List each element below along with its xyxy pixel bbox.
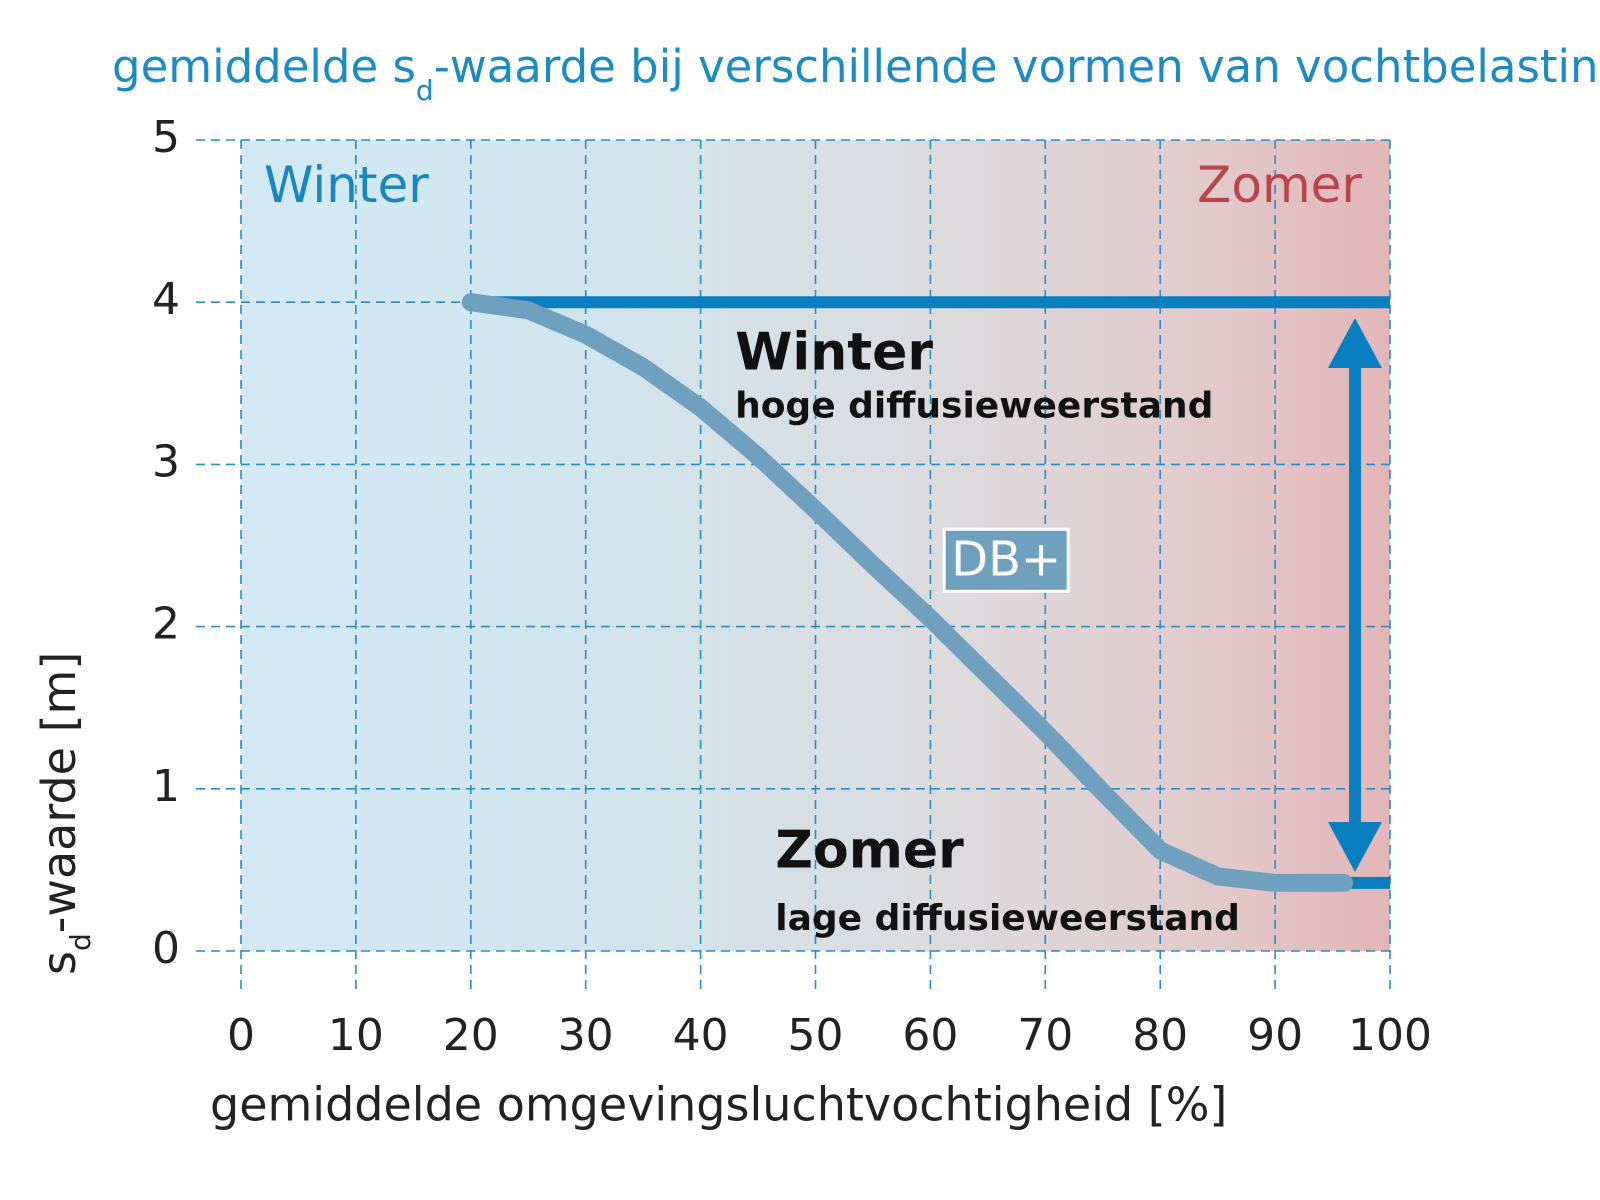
x-tick-label: 90: [1247, 1010, 1303, 1061]
y-label-sub: d: [64, 933, 97, 951]
chart-title: gemiddelde sd-waarde bij verschillende v…: [112, 40, 1600, 107]
curve-line: [461, 293, 1354, 892]
y-tick-label: 4: [152, 274, 180, 325]
x-tick-label: 80: [1132, 1010, 1188, 1061]
x-tick-label: 0: [227, 1010, 255, 1061]
x-tick-label: 40: [673, 1010, 729, 1061]
x-tick-label: 60: [902, 1010, 958, 1061]
annotation-text: lage diffusieweerstand: [775, 898, 1240, 939]
x-tick-label: 70: [1017, 1010, 1073, 1061]
region-label: Zomer: [1197, 156, 1362, 214]
title-part: -waarde bij verschillende vormen van voc…: [434, 40, 1600, 93]
y-tick-label: 0: [152, 923, 180, 974]
x-tick-label: 30: [558, 1010, 614, 1061]
y-tick-label: 2: [152, 599, 180, 650]
title-sub: d: [416, 74, 434, 107]
y-tick-label: 1: [152, 761, 180, 812]
y-tick-label: 5: [152, 112, 180, 163]
annotation-title: Winter: [735, 323, 933, 383]
series-label-box: [942, 527, 1070, 593]
y-label-part: -waarde [m]: [32, 652, 86, 934]
x-tick-label: 100: [1348, 1010, 1432, 1061]
annotation-text: hoge diffusieweerstand: [735, 386, 1213, 427]
y-tick-label: 3: [152, 436, 180, 487]
y-axis-label: sd-waarde [m]: [32, 652, 98, 975]
y-label-part: s: [32, 951, 86, 975]
x-tick-label: 50: [788, 1010, 844, 1061]
title-part: gemiddelde s: [112, 40, 416, 93]
region-label: Winter: [264, 156, 429, 214]
x-tick-label: 20: [443, 1010, 499, 1061]
x-axis-label: gemiddelde omgevingsluchtvochtigheid [%]: [210, 1078, 1227, 1132]
series-label: DB+: [951, 531, 1061, 587]
range-arrow: [1328, 318, 1382, 872]
annotation-title: Zomer: [775, 821, 964, 881]
x-tick-label: 10: [328, 1010, 384, 1061]
